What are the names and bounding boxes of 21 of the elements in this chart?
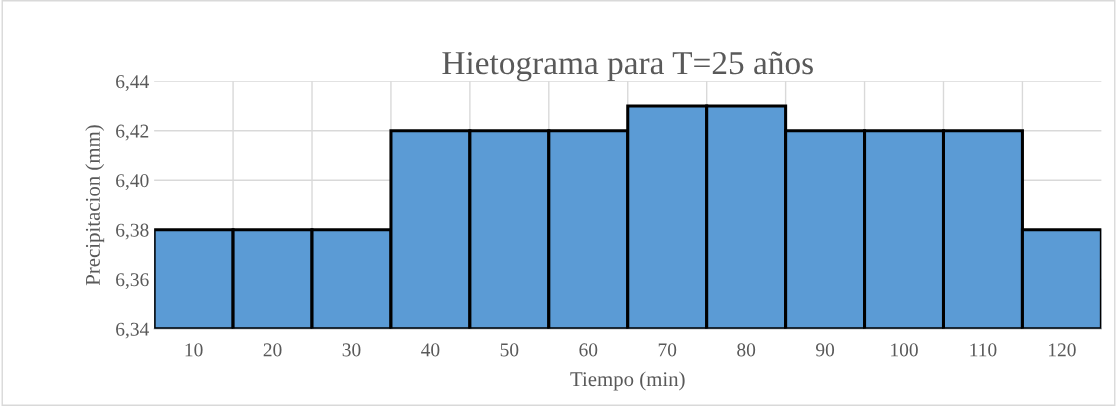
y-tick-label: 6,36 <box>116 273 149 290</box>
x-tick-label: 40 <box>421 343 440 357</box>
y-axis-title: Precipitacion (mm) <box>85 125 105 286</box>
y-tick-label: 6,40 <box>116 174 149 190</box>
x-axis-title: Tiempo (min) <box>570 371 685 391</box>
x-tick-label: 30 <box>342 343 361 357</box>
x-tick-label: 10 <box>185 343 203 357</box>
y-tick-label: 6,42 <box>116 124 149 141</box>
x-tick-label: 50 <box>500 343 519 357</box>
x-tick-label: 80 <box>737 343 756 357</box>
y-tick-label: 6,38 <box>116 223 149 240</box>
x-tick-label: 120 <box>1049 343 1076 357</box>
x-tick-label: 70 <box>658 343 677 357</box>
chart-title: Hietograma para T=25 años <box>442 51 813 82</box>
x-tick-label: 60 <box>579 343 598 357</box>
y-tick-label: 6,44 <box>116 75 149 91</box>
x-tick-label: 110 <box>970 343 997 357</box>
x-tick-label: 100 <box>891 343 918 357</box>
x-tick-label: 90 <box>815 343 835 357</box>
x-tick-label: 20 <box>263 343 282 357</box>
y-tick-label: 6,34 <box>116 322 149 339</box>
